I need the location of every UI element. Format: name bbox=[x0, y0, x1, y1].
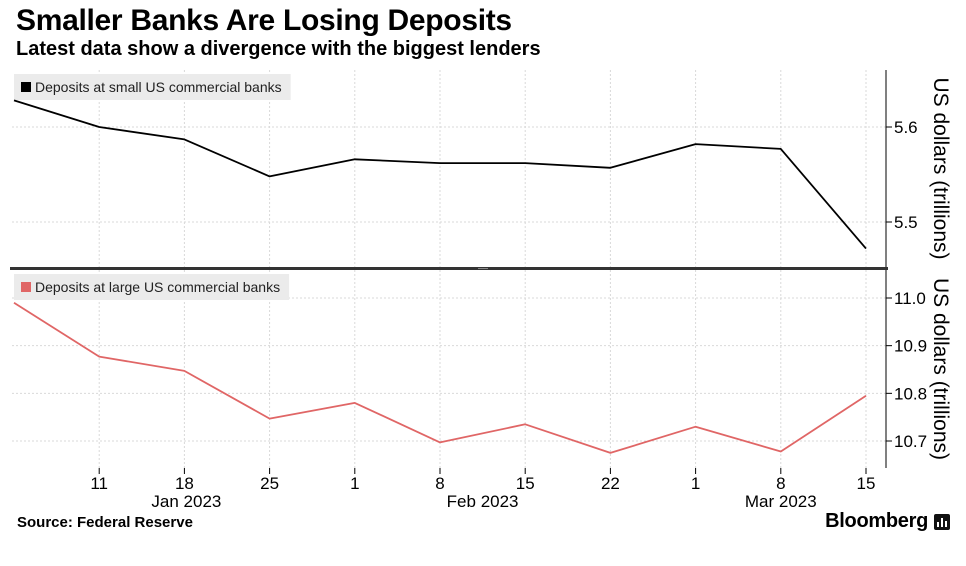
x-tick-label: 25 bbox=[260, 474, 279, 493]
chart-title: Smaller Banks Are Losing Deposits bbox=[16, 4, 512, 37]
x-tick-label: 8 bbox=[435, 474, 444, 493]
data-point bbox=[97, 125, 101, 129]
data-point bbox=[182, 369, 186, 373]
data-point bbox=[12, 301, 16, 305]
series-line-large-banks bbox=[13, 302, 867, 454]
x-month-label: Jan 2023 bbox=[151, 492, 221, 511]
data-point bbox=[523, 161, 527, 165]
x-tick-label: 15 bbox=[516, 474, 535, 493]
x-tick-label: 11 bbox=[90, 474, 108, 493]
data-point bbox=[97, 355, 101, 359]
y-axis-label: US dollars (trillions) bbox=[929, 77, 952, 259]
x-tick-label: 22 bbox=[601, 474, 620, 493]
y-tick-label: 10.8 bbox=[894, 384, 927, 403]
x-tick-label: 15 bbox=[857, 474, 876, 493]
legend-swatch bbox=[21, 282, 31, 292]
data-point bbox=[438, 161, 442, 165]
source-note: Source: Federal Reserve bbox=[17, 514, 193, 531]
x-tick-label: 1 bbox=[691, 474, 700, 493]
x-month-label: Feb 2023 bbox=[447, 492, 519, 511]
y-tick-label: 10.9 bbox=[894, 337, 927, 356]
data-point bbox=[438, 440, 442, 444]
data-point bbox=[694, 425, 698, 429]
y-axis-label: US dollars (trillions) bbox=[929, 278, 952, 460]
data-point bbox=[864, 394, 868, 398]
x-tick-label: 18 bbox=[175, 474, 194, 493]
data-point bbox=[182, 137, 186, 141]
chart-subtitle: Latest data show a divergence with the b… bbox=[16, 38, 541, 60]
y-tick-label: 5.6 bbox=[894, 118, 918, 137]
y-tick-label: 5.5 bbox=[894, 213, 918, 232]
data-point bbox=[608, 166, 612, 170]
legend-label: Deposits at large US commercial banks bbox=[35, 279, 280, 295]
data-point bbox=[353, 157, 357, 161]
data-point bbox=[268, 174, 272, 178]
legend-swatch bbox=[21, 82, 31, 92]
x-tick-label: 8 bbox=[776, 474, 785, 493]
x-tick-label: 1 bbox=[350, 474, 359, 493]
brand-logo: Bloomberg bbox=[825, 510, 950, 533]
data-point bbox=[353, 401, 357, 405]
data-point bbox=[779, 449, 783, 453]
data-point bbox=[864, 247, 868, 251]
data-point bbox=[268, 417, 272, 421]
y-tick-label: 11.0 bbox=[894, 289, 926, 308]
series-line-small-banks bbox=[13, 99, 867, 250]
x-month-label: Mar 2023 bbox=[745, 492, 817, 511]
y-tick-label: 10.7 bbox=[894, 432, 927, 451]
brand-name: Bloomberg bbox=[825, 510, 928, 532]
data-point bbox=[779, 147, 783, 151]
legend-label: Deposits at small US commercial banks bbox=[35, 79, 282, 95]
bar-chart-icon bbox=[934, 513, 950, 530]
data-point bbox=[523, 422, 527, 426]
legend-background bbox=[14, 74, 291, 100]
legend-background bbox=[14, 274, 290, 300]
data-point bbox=[694, 142, 698, 146]
data-point bbox=[12, 98, 16, 102]
data-point bbox=[608, 451, 612, 455]
